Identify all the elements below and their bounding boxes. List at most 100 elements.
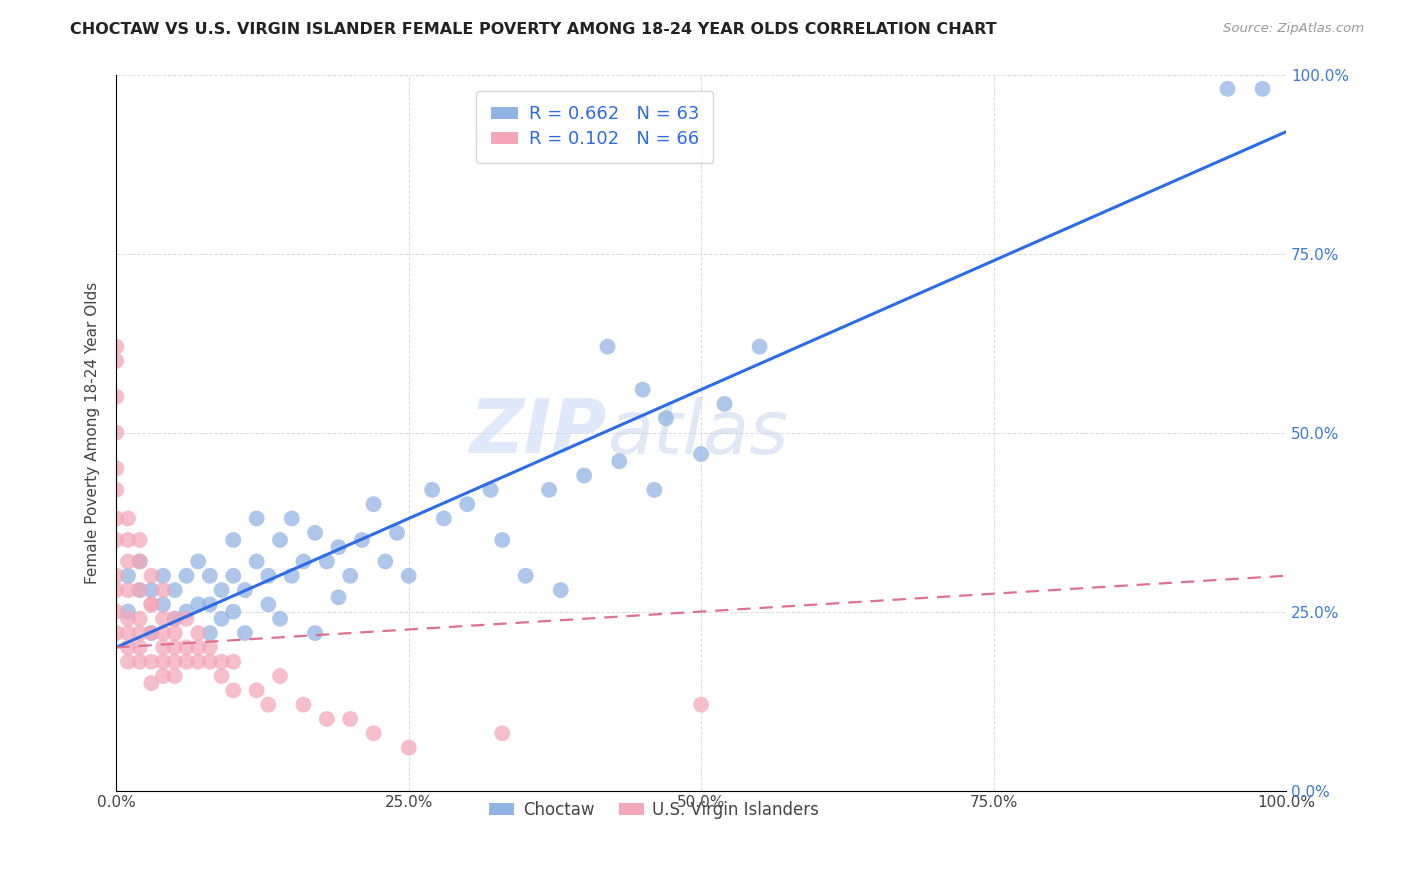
- Point: [222, 605, 245, 619]
- Point: [105, 605, 128, 619]
- Point: [246, 511, 269, 525]
- Text: Source: ZipAtlas.com: Source: ZipAtlas.com: [1223, 22, 1364, 36]
- Point: [141, 626, 163, 640]
- Point: [292, 698, 315, 712]
- Point: [128, 583, 150, 598]
- Text: CHOCTAW VS U.S. VIRGIN ISLANDER FEMALE POVERTY AMONG 18-24 YEAR OLDS CORRELATION: CHOCTAW VS U.S. VIRGIN ISLANDER FEMALE P…: [70, 22, 997, 37]
- Point: [163, 669, 186, 683]
- Point: [117, 554, 139, 568]
- Point: [117, 626, 139, 640]
- Point: [315, 712, 337, 726]
- Point: [152, 598, 174, 612]
- Point: [222, 655, 245, 669]
- Point: [117, 612, 139, 626]
- Point: [152, 626, 174, 640]
- Point: [152, 612, 174, 626]
- Point: [163, 626, 186, 640]
- Point: [198, 640, 221, 655]
- Point: [128, 655, 150, 669]
- Point: [211, 583, 233, 598]
- Point: [163, 640, 186, 655]
- Point: [198, 568, 221, 582]
- Point: [280, 511, 302, 525]
- Point: [1216, 82, 1239, 96]
- Point: [304, 525, 326, 540]
- Point: [163, 655, 186, 669]
- Text: atlas: atlas: [607, 397, 789, 468]
- Point: [105, 511, 128, 525]
- Point: [105, 583, 128, 598]
- Point: [128, 626, 150, 640]
- Point: [363, 497, 385, 511]
- Point: [128, 583, 150, 598]
- Point: [163, 612, 186, 626]
- Point: [222, 683, 245, 698]
- Point: [374, 554, 396, 568]
- Point: [128, 612, 150, 626]
- Point: [304, 626, 326, 640]
- Point: [398, 568, 420, 582]
- Point: [233, 626, 256, 640]
- Point: [176, 605, 198, 619]
- Point: [233, 583, 256, 598]
- Point: [128, 554, 150, 568]
- Point: [748, 340, 770, 354]
- Point: [141, 626, 163, 640]
- Point: [176, 568, 198, 582]
- Point: [105, 425, 128, 440]
- Point: [141, 655, 163, 669]
- Point: [350, 533, 373, 547]
- Point: [398, 740, 420, 755]
- Point: [690, 698, 713, 712]
- Point: [141, 598, 163, 612]
- Text: ZIP: ZIP: [470, 396, 607, 469]
- Point: [128, 533, 150, 547]
- Point: [643, 483, 665, 497]
- Point: [515, 568, 537, 582]
- Point: [292, 554, 315, 568]
- Point: [117, 583, 139, 598]
- Point: [246, 554, 269, 568]
- Point: [105, 568, 128, 582]
- Point: [105, 340, 128, 354]
- Point: [198, 626, 221, 640]
- Point: [491, 533, 513, 547]
- Point: [152, 568, 174, 582]
- Point: [363, 726, 385, 740]
- Point: [152, 669, 174, 683]
- Point: [117, 533, 139, 547]
- Point: [152, 583, 174, 598]
- Point: [105, 354, 128, 368]
- Point: [163, 612, 186, 626]
- Point: [269, 612, 291, 626]
- Point: [176, 612, 198, 626]
- Point: [141, 568, 163, 582]
- Point: [105, 533, 128, 547]
- Point: [222, 533, 245, 547]
- Point: [152, 640, 174, 655]
- Point: [117, 655, 139, 669]
- Point: [117, 511, 139, 525]
- Point: [631, 383, 654, 397]
- Point: [550, 583, 572, 598]
- Point: [1251, 82, 1274, 96]
- Point: [257, 568, 280, 582]
- Point: [117, 568, 139, 582]
- Point: [105, 390, 128, 404]
- Point: [141, 583, 163, 598]
- Point: [257, 598, 280, 612]
- Point: [479, 483, 502, 497]
- Point: [128, 554, 150, 568]
- Point: [339, 712, 361, 726]
- Point: [385, 525, 408, 540]
- Point: [211, 669, 233, 683]
- Point: [269, 669, 291, 683]
- Point: [187, 626, 209, 640]
- Point: [198, 598, 221, 612]
- Point: [572, 468, 595, 483]
- Point: [655, 411, 678, 425]
- Point: [491, 726, 513, 740]
- Point: [198, 655, 221, 669]
- Point: [141, 598, 163, 612]
- Point: [280, 568, 302, 582]
